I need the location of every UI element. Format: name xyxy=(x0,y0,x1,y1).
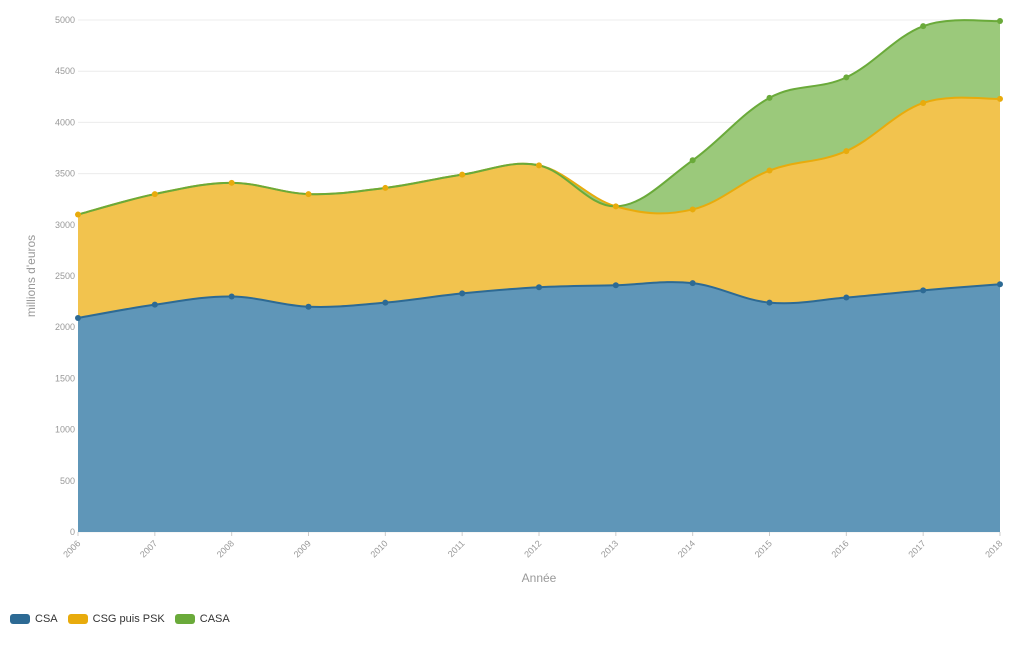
y-tick-label: 0 xyxy=(70,527,75,537)
y-axis: 0 500 1000 1500 2000 2500 3000 3500 4000 4500 5000 xyxy=(55,15,75,537)
x-tick-label: 2012 xyxy=(522,538,543,559)
data-point xyxy=(382,184,389,191)
area-csa xyxy=(78,282,1000,532)
data-point xyxy=(689,280,696,287)
legend-swatch xyxy=(174,614,195,624)
x-tick-label: 2016 xyxy=(830,538,851,559)
x-axis: 2006 2007 2008 2009 2010 2011 2012 2013 2014 2015… xyxy=(61,532,1004,560)
data-point xyxy=(151,191,158,198)
x-tick-label: 2014 xyxy=(676,538,697,559)
data-point xyxy=(766,167,773,174)
x-tick-label: 2013 xyxy=(599,538,620,559)
area-casa xyxy=(78,20,1000,215)
data-point xyxy=(305,303,312,310)
data-point xyxy=(228,179,235,186)
y-tick-label: 3500 xyxy=(55,169,75,179)
x-axis-label: Année xyxy=(522,571,557,585)
data-point xyxy=(536,162,542,169)
data-point xyxy=(920,23,927,30)
data-point xyxy=(766,94,773,101)
y-axis-label: millions d'euros xyxy=(24,235,38,317)
legend: CSA CSG puis PSK CASA xyxy=(10,613,240,625)
data-point xyxy=(843,148,850,155)
data-point xyxy=(382,299,389,306)
data-point xyxy=(75,211,81,218)
point-layer xyxy=(75,18,1003,321)
legend-item[interactable]: CSG puis PSK xyxy=(67,613,165,625)
data-point xyxy=(305,191,312,198)
x-tick-label: 2009 xyxy=(292,538,313,559)
data-point xyxy=(75,314,81,321)
legend-swatch xyxy=(10,614,30,624)
data-point xyxy=(612,203,619,210)
x-tick-label: 2010 xyxy=(369,538,390,559)
data-point xyxy=(920,99,927,106)
legend-swatch xyxy=(67,614,88,624)
data-point xyxy=(536,284,542,291)
data-point xyxy=(459,171,466,178)
y-tick-label: 1000 xyxy=(55,425,75,435)
legend-label: CASA xyxy=(199,613,230,625)
x-tick-label: 2008 xyxy=(215,538,236,559)
x-tick-label: 2011 xyxy=(446,538,467,559)
data-point xyxy=(997,18,1003,25)
area-csg-puis-psk xyxy=(78,97,1000,318)
y-tick-label: 4000 xyxy=(55,117,75,127)
legend-label: CSA xyxy=(35,613,58,625)
stacked-area-chart: 0 500 1000 1500 2000 2500 3000 3500 4000 4500 5000… xyxy=(24,15,1004,585)
x-tick-label: 2006 xyxy=(61,538,82,559)
data-point xyxy=(459,290,466,297)
data-point xyxy=(766,299,773,306)
y-tick-label: 4500 xyxy=(55,66,75,76)
y-tick-label: 5000 xyxy=(55,15,75,25)
x-tick-label: 2007 xyxy=(138,538,159,559)
y-tick-label: 3000 xyxy=(55,220,75,230)
data-point xyxy=(228,293,235,300)
data-point xyxy=(689,157,696,164)
data-point xyxy=(843,294,850,301)
data-point xyxy=(997,95,1003,102)
x-tick-label: 2017 xyxy=(906,538,927,559)
data-point xyxy=(920,287,927,294)
data-point xyxy=(843,74,850,81)
data-point xyxy=(689,206,696,213)
data-point xyxy=(612,282,619,289)
legend-label: CSG puis PSK xyxy=(92,613,165,625)
y-tick-label: 2000 xyxy=(55,322,75,332)
area-layer xyxy=(78,20,1000,532)
y-tick-label: 1500 xyxy=(55,373,75,383)
data-point xyxy=(151,301,158,308)
data-point xyxy=(997,281,1003,288)
x-tick-label: 2015 xyxy=(753,538,774,559)
legend-item[interactable]: CASA xyxy=(174,613,230,625)
x-tick-label: 2018 xyxy=(983,538,1004,559)
y-tick-label: 500 xyxy=(60,476,75,486)
legend-item[interactable]: CSA xyxy=(10,613,58,625)
y-tick-label: 2500 xyxy=(55,271,75,281)
